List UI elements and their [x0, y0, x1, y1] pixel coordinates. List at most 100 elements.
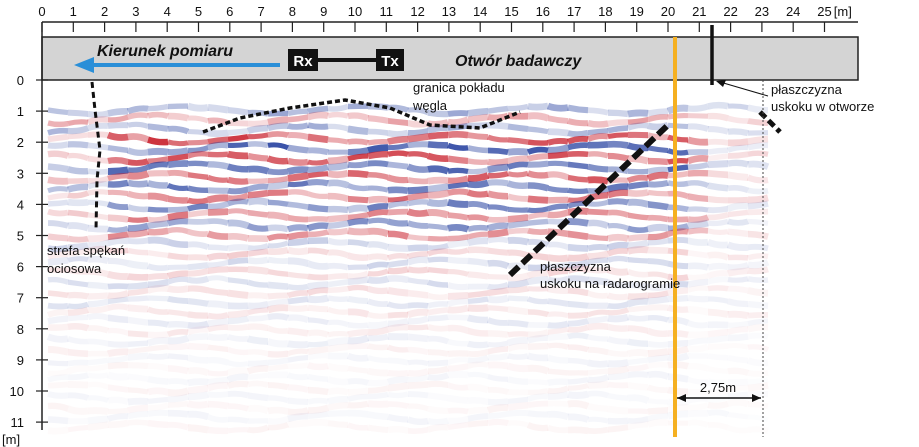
radar-reflection	[467, 340, 489, 349]
radar-reflection	[547, 228, 569, 238]
radar-reflection	[187, 172, 209, 181]
radar-reflection	[507, 228, 529, 235]
radar-reflection	[407, 277, 429, 285]
radar-reflection	[287, 157, 309, 166]
radar-reflection	[387, 318, 409, 327]
radar-reflection	[327, 295, 349, 302]
radar-reflection	[267, 168, 289, 176]
radar-reflection	[267, 142, 289, 151]
radar-reflection	[188, 358, 208, 361]
radar-reflection	[747, 318, 769, 327]
radar-reflection	[647, 315, 669, 323]
radar-reflection	[567, 357, 589, 366]
radar-reflection	[567, 287, 589, 297]
radar-reflection	[107, 314, 129, 324]
radar-reflection	[547, 115, 569, 124]
receiver-box	[288, 49, 318, 71]
radar-reflection	[507, 103, 529, 112]
radar-reflection	[387, 275, 409, 284]
radar-reflection	[127, 281, 149, 290]
radar-reflection	[427, 248, 449, 257]
radar-reflection	[628, 352, 648, 353]
radar-reflection	[67, 177, 89, 184]
radar-reflection	[467, 420, 489, 428]
radar-reflection	[387, 259, 409, 268]
radar-reflection	[67, 222, 90, 232]
x-tick-label: 10	[348, 4, 362, 19]
radar-reflection	[526, 269, 549, 280]
radar-reflection	[167, 218, 189, 227]
radar-reflection	[287, 108, 309, 117]
radar-reflection	[47, 120, 69, 128]
radar-reflection	[147, 103, 169, 112]
radar-reflection	[328, 413, 348, 414]
radar-reflection	[147, 353, 169, 360]
radar-reflection	[608, 352, 628, 354]
radar-reflection	[567, 118, 589, 127]
radar-reflection	[307, 158, 329, 166]
radar-reflection	[247, 189, 269, 199]
radar-reflection	[127, 247, 149, 256]
radar-reflection	[406, 416, 429, 426]
radar-reflection	[607, 209, 629, 218]
radar-reflection	[647, 189, 669, 197]
radar-reflection	[607, 307, 629, 316]
radar-reflection	[127, 304, 149, 313]
radar-reflection	[507, 306, 529, 316]
radar-reflection	[347, 284, 369, 292]
radar-reflection	[388, 429, 408, 431]
radar-reflection	[347, 218, 369, 227]
radar-reflection	[647, 179, 669, 188]
radar-reflection	[487, 216, 509, 223]
radar-reflection	[667, 373, 689, 383]
radar-reflection	[67, 301, 89, 310]
radar-reflection	[487, 305, 509, 312]
radar-reflection	[327, 161, 349, 171]
radar-reflection	[367, 203, 389, 212]
x-tick-label: 7	[257, 4, 264, 19]
radar-reflection	[208, 380, 228, 382]
radar-reflection	[448, 398, 468, 401]
radar-reflection	[748, 327, 768, 329]
radar-reflection	[487, 340, 509, 348]
radar-reflection	[327, 155, 349, 165]
radar-reflection	[147, 220, 169, 229]
radar-reflection	[628, 398, 648, 401]
radar-reflection	[247, 209, 269, 218]
radar-reflection	[708, 346, 728, 347]
radar-reflection	[548, 358, 568, 361]
radar-reflection	[648, 387, 668, 390]
radar-reflection	[407, 177, 429, 185]
radar-reflection	[308, 356, 328, 358]
radar-reflection	[348, 391, 368, 393]
radar-reflection	[468, 410, 488, 412]
radar-reflection	[68, 409, 88, 412]
radar-reflection	[486, 317, 509, 326]
radar-reflection	[527, 342, 549, 350]
radar-reflection	[667, 304, 689, 313]
radar-reflection	[667, 148, 689, 156]
radar-reflection	[267, 180, 289, 191]
radar-reflection	[47, 141, 69, 149]
radar-reflection	[527, 211, 549, 220]
radar-reflection	[726, 202, 749, 212]
radar-reflection	[287, 144, 309, 154]
radar-reflection	[87, 255, 109, 265]
radar-reflection	[347, 170, 369, 179]
radar-reflection	[606, 279, 629, 289]
radar-reflection	[547, 160, 569, 167]
x-tick-label: 12	[410, 4, 424, 19]
radar-reflection	[347, 393, 369, 402]
radar-reflection	[487, 158, 509, 166]
radar-reflection	[587, 315, 609, 324]
radar-reflection	[708, 356, 728, 358]
radar-reflection	[227, 427, 249, 434]
radar-reflection	[368, 428, 388, 430]
radar-reflection	[686, 155, 709, 165]
radar-reflection	[387, 266, 409, 275]
radar-reflection	[127, 316, 149, 326]
radar-reflection	[707, 296, 729, 304]
radar-reflection	[367, 115, 389, 124]
radar-reflection	[146, 161, 169, 170]
radar-reflection	[327, 249, 350, 259]
